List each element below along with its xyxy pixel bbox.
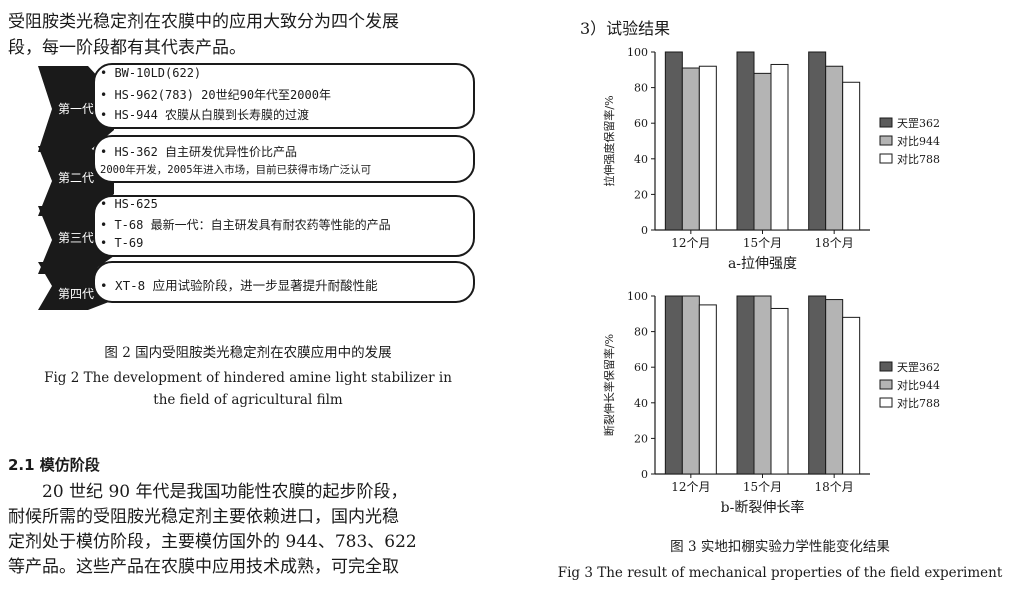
bar-1-0: [736, 51, 755, 231]
bar-0-1: [681, 67, 700, 231]
generation-box-2: [93, 135, 475, 183]
body-line-1: 20 世纪 90 年代是我国功能性农膜的起步阶段，: [8, 482, 408, 502]
x-tick-label: 18个月: [815, 480, 854, 494]
legend-label-1: 对比944: [897, 378, 940, 392]
fig2-caption-en-1: Fig 2 The development of hindered amine …: [44, 370, 452, 386]
bar-2-1: [825, 65, 844, 231]
gen1-line-2: • HS-962(783) 20世纪90年代至2000年: [100, 88, 331, 102]
generation-box-3: [93, 195, 475, 257]
legend-label-0: 天罡362: [897, 361, 940, 374]
bar-0-2: [698, 304, 717, 475]
y-axis-label: 断裂伸长率保留率/%: [602, 334, 616, 436]
bar-2-0: [808, 51, 827, 231]
intro-line-2: 段，每一阶段都有其代表产品。: [8, 38, 246, 58]
y-tick-label: 80: [634, 326, 648, 339]
intro-line-1: 受阻胺类光稳定剂在农膜中的应用大致分为四个发展: [8, 12, 399, 32]
fig3-caption-cn: 图 3 实地扣棚实验力学性能变化结果: [670, 539, 890, 555]
chart-tensile-strength: 0 20 40 60 80 100 拉伸强度保留率/% 12个月 15个月 18个月 a-拉伸强度 天…: [602, 46, 940, 272]
legend-label-2: 对比788: [897, 152, 940, 166]
x-tick-label: 15个月: [743, 480, 782, 494]
gen3-line-3: • T-69: [100, 236, 144, 250]
legend-swatch-0: [879, 117, 893, 128]
gen4-line-1: • XT-8 应用试验阶段，进一步显著提升耐酸性能: [100, 278, 378, 293]
bar-2-0: [808, 295, 827, 475]
bar-2-1: [825, 299, 844, 475]
y-tick-label: 0: [641, 224, 648, 237]
gen1-line-3: • HS-944 农膜从白膜到长寿膜的过渡: [100, 108, 310, 122]
y-tick-label: 40: [634, 397, 648, 410]
gen2-line-2: 2000年开发，2005年进入市场，目前已获得市场广泛认可: [100, 164, 372, 176]
x-tick-label: 15个月: [743, 236, 782, 250]
body-line-4: 等产品。这些产品在农膜中应用技术成熟，可完全取: [8, 557, 399, 577]
y-tick-label: 20: [634, 432, 648, 445]
y-tick-label: 20: [634, 188, 648, 201]
bar-0-2: [698, 65, 717, 231]
results-heading: 3）试验结果: [580, 19, 671, 38]
bar-1-1: [753, 295, 772, 475]
legend-label-0: 天罡362: [897, 117, 940, 130]
chart-title: b-断裂伸长率: [721, 499, 805, 516]
y-tick-label: 80: [634, 82, 648, 95]
bar-2-2: [842, 81, 861, 231]
generation-label-2: 第二代: [58, 171, 94, 185]
bar-0-1: [681, 295, 700, 475]
x-tick-label: 12个月: [671, 236, 710, 250]
bar-1-1: [753, 72, 772, 231]
y-tick-label: 100: [627, 290, 648, 303]
gen2-line-1: • HS-362 自主研发优异性价比产品: [100, 145, 298, 159]
section-title: 2.1 模仿阶段: [8, 456, 100, 474]
legend-swatch-0: [879, 361, 893, 372]
generation-label-1: 第一代: [58, 102, 94, 116]
gen3-line-1: • HS-625: [100, 197, 158, 211]
y-tick-label: 60: [634, 361, 648, 374]
y-tick-label: 60: [634, 117, 648, 130]
chart-elongation-at-break: 0 20 40 60 80 100 断裂伸长率保留率/% 12个月 15个月 18个月 b-断裂伸长…: [602, 290, 940, 516]
legend-swatch-2: [879, 153, 893, 164]
bar-0-0: [664, 295, 683, 475]
legend-label-2: 对比788: [897, 396, 940, 410]
bar-1-2: [770, 63, 789, 231]
generation-label-3: 第三代: [58, 231, 94, 245]
legend-swatch-2: [879, 397, 893, 408]
generation-box-4: [93, 261, 475, 303]
bar-2-2: [842, 316, 861, 475]
fig3-caption-en: Fig 3 The result of mechanical propertie…: [557, 565, 1003, 581]
y-tick-label: 40: [634, 153, 648, 166]
bar-1-2: [770, 307, 789, 475]
legend-label-1: 对比944: [897, 134, 940, 148]
body-line-2: 耐候所需的受阻胺光稳定剂主要依赖进口，国内光稳: [8, 507, 399, 527]
generation-label-4: 第四代: [58, 287, 94, 301]
generation-diagram: 第一代 第二代 第三代 第四代: [38, 63, 475, 310]
y-axis-label: 拉伸强度保留率/%: [602, 95, 616, 186]
bar-0-0: [664, 51, 683, 231]
chart-title: a-拉伸强度: [728, 256, 797, 272]
fig2-caption-en-2: the field of agricultural film: [153, 392, 343, 408]
legend-swatch-1: [879, 135, 893, 146]
gen3-line-2: • T-68 最新一代：自主研发具有耐农药等性能的产品: [100, 218, 391, 232]
body-line-3: 定剂处于模仿阶段，主要模仿国外的 944、783、622: [8, 532, 417, 552]
bar-1-0: [736, 295, 755, 475]
x-tick-label: 12个月: [671, 480, 710, 494]
y-tick-label: 0: [641, 468, 648, 481]
x-tick-label: 18个月: [815, 236, 854, 250]
y-tick-label: 100: [627, 46, 648, 59]
fig2-caption-cn: 图 2 国内受阻胺类光稳定剂在农膜应用中的发展: [104, 345, 392, 361]
gen1-line-1: • BW-10LD(622): [100, 66, 202, 80]
generation-box-1: [93, 63, 475, 129]
legend-swatch-1: [879, 379, 893, 390]
